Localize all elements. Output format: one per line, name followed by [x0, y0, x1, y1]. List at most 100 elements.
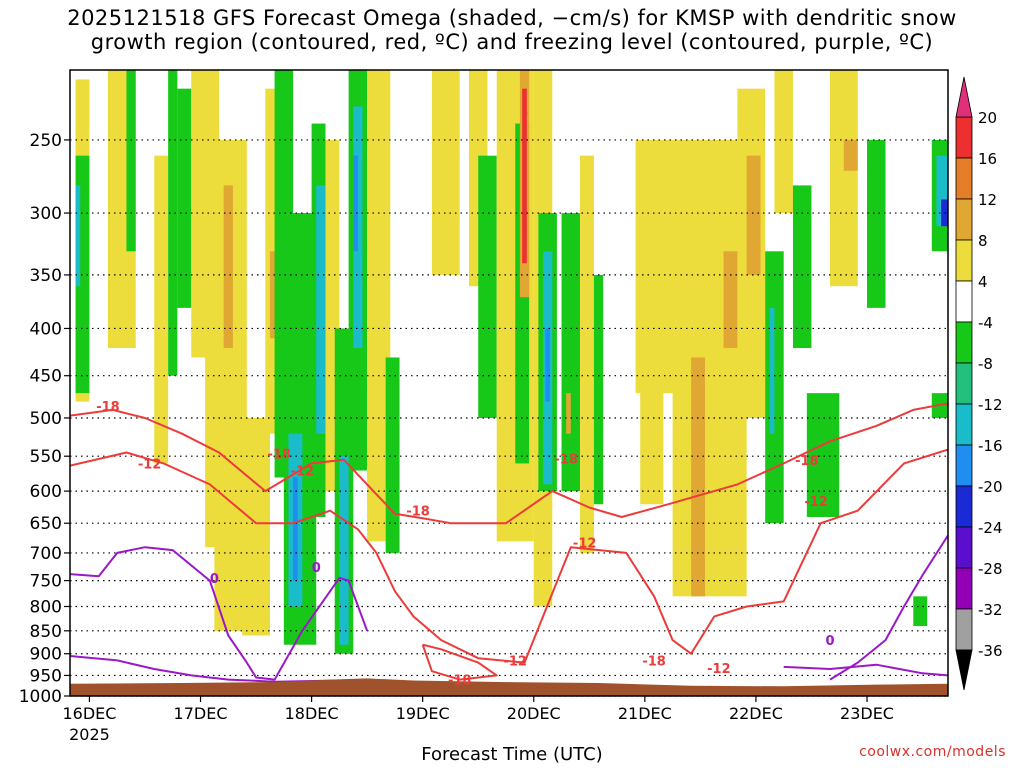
colorbar-bin--24--20: [955, 485, 973, 528]
terrain-fill: [70, 678, 948, 696]
omega-cell-43: [580, 155, 594, 553]
omega-cell-32: [478, 155, 497, 418]
contour-label-11: -18: [795, 454, 819, 469]
y-tick-label-650: 650: [30, 514, 62, 534]
colorbar-label-8: 8: [978, 232, 988, 250]
contour-label-0: -18: [96, 400, 120, 415]
y-tick-label-500: 500: [30, 409, 62, 429]
credit-text: coolwx.com/models: [859, 744, 1006, 760]
omega-cell-18: [293, 477, 298, 581]
colorbar: 20 16 12 8 4 -4 -8 -12 -16 -20 -24 -28 -32 -36: [955, 76, 1003, 691]
colorbar-bin-4-8: [955, 239, 973, 282]
freezing-contour-3: [783, 663, 948, 677]
y-tick-label-550: 550: [30, 447, 62, 467]
colorbar-bin--20--16: [955, 444, 973, 487]
colorbar-under-triangle: [955, 649, 973, 691]
y-tick-label-950: 950: [30, 666, 62, 686]
colorbar-label--28: -28: [978, 560, 1003, 578]
omega-cell-41: [561, 213, 581, 492]
colorbar-label-20: 20: [978, 109, 997, 127]
x-tick-label-20DEC: 20DEC: [507, 704, 561, 723]
omega-cell-40: [545, 328, 550, 402]
omega-cell-28: [367, 384, 386, 542]
x-tick-sublabel: 2025: [69, 725, 110, 744]
omega-cell-23: [339, 456, 349, 645]
omega-cell-57: [829, 70, 858, 287]
omega-cell-2: [75, 185, 81, 287]
omega-cell-5: [154, 155, 169, 464]
omega-cell-20: [316, 185, 326, 434]
chart-title-line-1: 2025121518 GFS Forecast Omega (shaded, −…: [67, 6, 957, 30]
contour-label-3: -12: [291, 465, 315, 480]
omega-cell-4: [126, 70, 136, 252]
freezing-contour-2: [829, 534, 948, 681]
y-tick-label-400: 400: [30, 319, 62, 339]
omega-cell-26: [353, 155, 358, 252]
omega-cell-61: [936, 155, 948, 227]
colorbar-label--36: -36: [978, 642, 1003, 660]
freezing-contour-0: [70, 546, 369, 681]
chart-title-line-2: growth region (contoured, red, ºC) and f…: [90, 30, 934, 54]
terrain: [70, 678, 948, 696]
gridlines: [70, 139, 948, 697]
contour-label-14: 0: [312, 561, 321, 576]
contour-label-7: -12: [503, 654, 527, 669]
omega-shading: [75, 70, 948, 654]
x-tick-label-18DEC: 18DEC: [285, 704, 339, 723]
y-tick-label-250: 250: [30, 131, 62, 151]
y-tick-label-850: 850: [30, 622, 62, 642]
omega-cell-53: [769, 307, 775, 434]
contour-labels: -18-12-18-12-18-18-12-12-18-18 -12-18-120…: [96, 400, 834, 689]
y-tick-label-750: 750: [30, 572, 62, 592]
plot-frame: [69, 69, 949, 697]
y-tick-label-450: 450: [30, 367, 62, 387]
x-tick-label-22DEC: 22DEC: [729, 704, 783, 723]
x-tick-label-19DEC: 19DEC: [396, 704, 450, 723]
freezing-contour-1: [70, 655, 340, 683]
chart-title: 2025121518 GFS Forecast Omega (shaded, −…: [0, 6, 1024, 54]
y-tick-label-350: 350: [30, 266, 62, 286]
y-tick-label-800: 800: [30, 597, 62, 617]
omega-cell-47: [672, 139, 747, 597]
colorbar-label-4: 4: [978, 273, 988, 291]
contour-label-9: -18: [642, 654, 666, 669]
y-tick-label-700: 700: [30, 544, 62, 564]
x-tick-label-16DEC: 16DEC: [62, 704, 116, 723]
omega-cell-56: [806, 393, 840, 517]
y-tick-label-600: 600: [30, 482, 62, 502]
colorbar-label-12: 12: [978, 191, 997, 209]
colorbar-bin--16--12: [955, 403, 973, 446]
colorbar-bin--32--28: [955, 567, 973, 610]
dgz-contour--18-2: [421, 643, 498, 681]
y-tick-label-900: 900: [30, 645, 62, 665]
omega-cell-44: [593, 274, 604, 505]
omega-cell-11: [223, 185, 233, 349]
colorbar-label--16: -16: [978, 437, 1003, 455]
contour-label-12: -12: [804, 495, 828, 510]
omega-cell-30: [431, 70, 460, 275]
colorbar-label--8: -8: [978, 355, 993, 373]
contour-label-4: -18: [406, 505, 430, 520]
contour-label-13: 0: [210, 572, 219, 587]
x-axis-label: Forecast Time (UTC): [421, 744, 603, 765]
dgz-contour--18-0: [70, 402, 948, 525]
omega-cell-29: [385, 357, 400, 553]
colorbar-over-triangle: [955, 76, 973, 118]
colorbar-label--4: -4: [978, 314, 993, 332]
omega-cell-7: [177, 88, 192, 308]
colorbar-label-16: 16: [978, 150, 997, 168]
colorbar-label--32: -32: [978, 601, 1003, 619]
omega-cell-42: [566, 393, 571, 434]
contour-label-2: -18: [267, 447, 291, 462]
contour-label-10: -12: [707, 662, 731, 677]
omega-cell-12: [242, 417, 270, 636]
omega-cell-54: [774, 70, 793, 214]
colorbar-bin--28--24: [955, 526, 973, 569]
omega-cell-58: [843, 139, 858, 171]
omega-cell-6: [168, 70, 178, 376]
dgz-contour--12-1: [70, 448, 948, 664]
contour-label-15: 0: [825, 634, 834, 649]
colorbar-bin-8-12: [955, 198, 973, 241]
colorbar-bin--12--8: [955, 362, 973, 405]
